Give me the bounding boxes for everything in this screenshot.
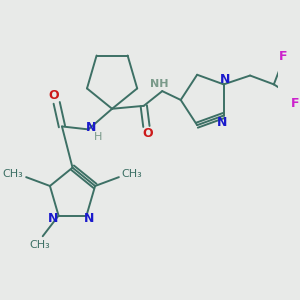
Text: F: F <box>279 50 287 63</box>
Text: O: O <box>49 89 59 102</box>
Text: H: H <box>93 132 102 142</box>
Text: N: N <box>220 74 230 86</box>
Text: F: F <box>291 97 299 110</box>
Text: O: O <box>142 127 153 140</box>
Text: N: N <box>84 212 94 225</box>
Text: N: N <box>48 212 58 225</box>
Text: CH₃: CH₃ <box>30 240 50 250</box>
Text: CH₃: CH₃ <box>122 169 142 179</box>
Text: NH: NH <box>150 79 169 89</box>
Text: CH₃: CH₃ <box>3 169 23 179</box>
Text: N: N <box>217 116 228 129</box>
Text: N: N <box>86 122 96 134</box>
